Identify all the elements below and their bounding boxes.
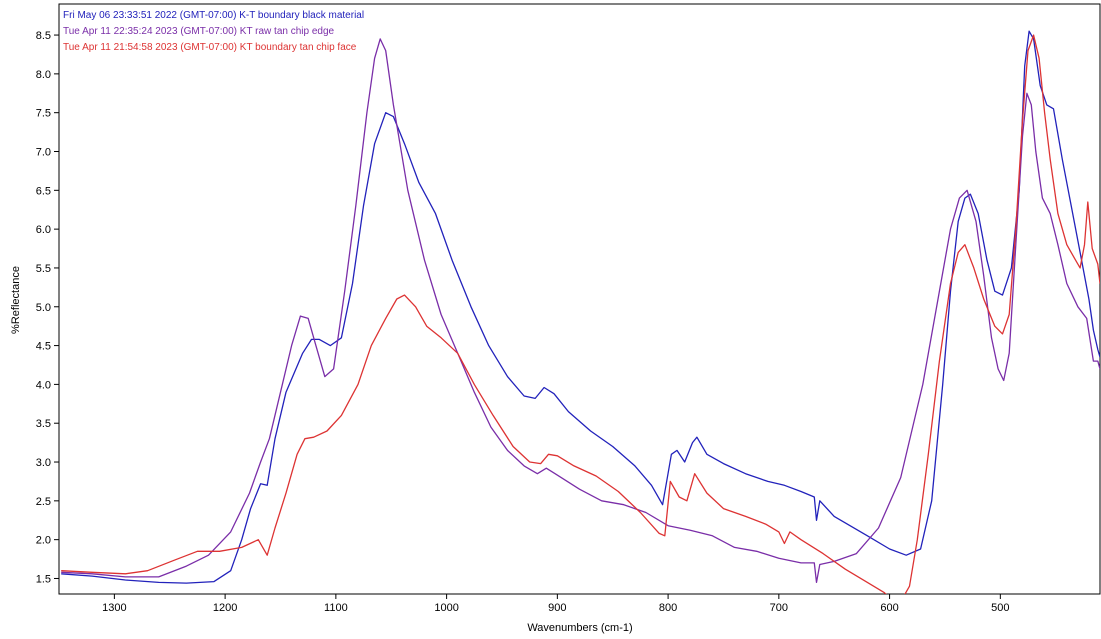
x-tick-label: 700	[770, 602, 788, 614]
y-tick-label: 5.5	[36, 263, 51, 275]
series-line-2	[61, 38, 1100, 584]
y-tick-label: 6.5	[36, 185, 51, 197]
y-tick-label: 2.0	[36, 535, 51, 547]
y-tick-label: 7.5	[36, 108, 51, 120]
y-tick-label: 4.0	[36, 379, 51, 391]
legend-entry-1: Fri May 06 23:33:51 2022 (GMT-07:00) K-T…	[63, 10, 364, 21]
plot-frame	[58, 3, 1101, 595]
series-line-1	[61, 30, 1100, 584]
x-tick-label: 900	[548, 602, 566, 614]
y-tick-label: 7.0	[36, 147, 51, 159]
x-tick-label: 800	[659, 602, 677, 614]
x-tick-label: 1300	[102, 602, 126, 614]
series-line-3	[61, 34, 1100, 594]
x-tick-label: 600	[880, 602, 898, 614]
x-tick-label: 1000	[434, 602, 458, 614]
legend-entry-2: Tue Apr 11 22:35:24 2023 (GMT-07:00) KT …	[63, 26, 335, 37]
y-tick-label: 3.0	[36, 457, 51, 469]
tick-layer: 1300 1200 1100 1000 900 800 700 600 500 1.5 2.0 2.5…	[36, 30, 1010, 614]
y-tick-label: 8.0	[36, 69, 51, 81]
y-axis-label: %Reflectance	[10, 266, 22, 334]
x-tick-label: 1200	[213, 602, 237, 614]
x-tick-label: 500	[991, 602, 1009, 614]
series-layer	[61, 30, 1100, 594]
y-tick-label: 4.5	[36, 341, 51, 353]
y-tick-label: 6.0	[36, 224, 51, 236]
y-tick-label: 5.0	[36, 302, 51, 314]
legend-entry-3: Tue Apr 11 21:54:58 2023 (GMT-07:00) KT …	[63, 42, 357, 53]
y-tick-label: 2.5	[36, 496, 51, 508]
x-tick-label: 1100	[324, 602, 348, 614]
legend: Fri May 06 23:33:51 2022 (GMT-07:00) K-T…	[63, 10, 364, 53]
y-tick-label: 3.5	[36, 418, 51, 430]
x-axis-label: Wavenumbers (cm-1)	[527, 622, 632, 634]
y-tick-label: 1.5	[36, 573, 51, 585]
y-tick-label: 8.5	[36, 30, 51, 42]
